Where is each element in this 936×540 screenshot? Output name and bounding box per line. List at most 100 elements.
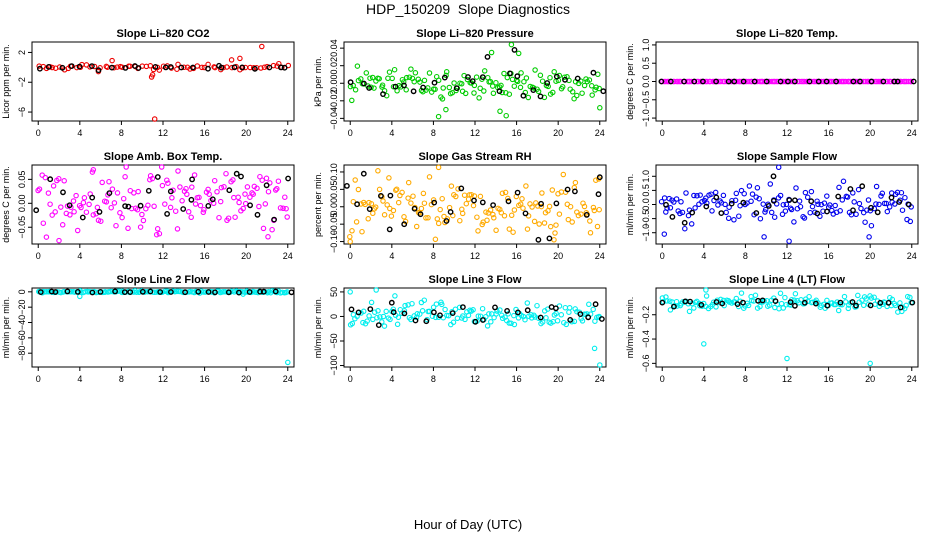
- x-tick-label: 24: [907, 374, 917, 384]
- data-point: [859, 183, 866, 190]
- data-point: [788, 206, 795, 213]
- data-point: [823, 78, 830, 85]
- x-tick-label: 16: [824, 251, 834, 261]
- data-point: [479, 305, 486, 312]
- data-point: [60, 189, 66, 196]
- data-point: [908, 78, 914, 85]
- y-tick-label: 0.5: [641, 57, 651, 70]
- data-point: [661, 231, 668, 237]
- x-tick-label: 12: [782, 251, 792, 261]
- data-point: [866, 234, 872, 240]
- y-axis-label: kPa per min.: [313, 56, 323, 107]
- data-point: [468, 191, 475, 198]
- data-point: [807, 209, 813, 216]
- data-point: [441, 74, 448, 81]
- data-point: [228, 57, 235, 63]
- x-tick-label: 20: [241, 128, 251, 138]
- data-point: [167, 204, 174, 211]
- data-point: [383, 308, 389, 315]
- data-point: [505, 195, 511, 202]
- data-point: [66, 202, 73, 209]
- data-point: [678, 199, 684, 205]
- data-point: [841, 293, 848, 300]
- data-point: [408, 66, 414, 72]
- data-point: [455, 186, 461, 192]
- data-point: [840, 178, 847, 185]
- data-point: [506, 91, 513, 97]
- x-tick-label: 24: [907, 128, 917, 138]
- data-point: [192, 201, 199, 207]
- y-tick-label: 2: [17, 50, 27, 55]
- data-point: [45, 64, 52, 70]
- x-tick-label: 0: [348, 251, 353, 261]
- data-point: [182, 289, 189, 296]
- data-point: [756, 195, 762, 202]
- data-point: [381, 212, 388, 218]
- data-point: [562, 304, 569, 311]
- data-point: [120, 195, 127, 202]
- data-point: [661, 195, 668, 201]
- data-point: [439, 195, 445, 202]
- data-point: [401, 82, 407, 89]
- x-tick-label: 12: [158, 374, 168, 384]
- data-point: [354, 201, 360, 208]
- series-2: [343, 170, 603, 243]
- data-point: [47, 201, 53, 207]
- data-point: [363, 70, 370, 76]
- data-point: [479, 74, 486, 81]
- x-tick-label: 8: [119, 374, 124, 384]
- x-tick-label: 20: [553, 374, 563, 384]
- data-point: [569, 219, 575, 225]
- data-point: [857, 78, 863, 85]
- data-point: [868, 222, 875, 229]
- data-point: [537, 72, 544, 79]
- data-point: [535, 236, 542, 243]
- data-point: [722, 201, 728, 208]
- data-point: [421, 200, 428, 206]
- data-point: [384, 202, 390, 208]
- data-point: [523, 183, 529, 189]
- data-point: [465, 312, 472, 319]
- data-point: [504, 74, 511, 81]
- data-point: [458, 81, 465, 87]
- series-1: [347, 287, 603, 368]
- data-point: [167, 64, 174, 70]
- data-point: [674, 303, 680, 309]
- data-point: [910, 78, 917, 85]
- data-point: [725, 215, 732, 222]
- x-tick-label: 24: [595, 374, 605, 384]
- data-point: [713, 194, 720, 201]
- data-point: [274, 185, 280, 192]
- data-point: [369, 74, 376, 81]
- data-point: [277, 205, 284, 211]
- data-point: [858, 205, 864, 212]
- series-1: [658, 164, 914, 244]
- data-point: [522, 316, 528, 323]
- data-point: [425, 215, 431, 221]
- x-tick-label: 0: [348, 128, 353, 138]
- data-point: [658, 78, 665, 85]
- data-point: [733, 190, 740, 197]
- data-point: [587, 218, 593, 224]
- data-point: [763, 78, 770, 85]
- data-point: [553, 222, 559, 228]
- x-tick-label: 12: [470, 251, 480, 261]
- data-point: [868, 78, 875, 85]
- data-point: [47, 176, 54, 183]
- data-point: [180, 206, 187, 212]
- data-point: [280, 205, 286, 212]
- data-point: [599, 316, 605, 322]
- data-point: [583, 211, 590, 218]
- data-point: [463, 200, 470, 207]
- panel-title: Slope Li–820 Pressure: [416, 28, 533, 40]
- data-point: [95, 67, 102, 74]
- data-point: [457, 217, 463, 224]
- data-point: [837, 208, 843, 214]
- data-point: [164, 210, 171, 217]
- y-tick-label: 1.0: [641, 39, 651, 52]
- y-tick-label: 0.05: [329, 181, 339, 199]
- y-axis-label: degrees C per min.: [625, 43, 635, 120]
- data-point: [347, 238, 353, 245]
- data-point: [376, 75, 382, 82]
- data-point: [566, 309, 572, 315]
